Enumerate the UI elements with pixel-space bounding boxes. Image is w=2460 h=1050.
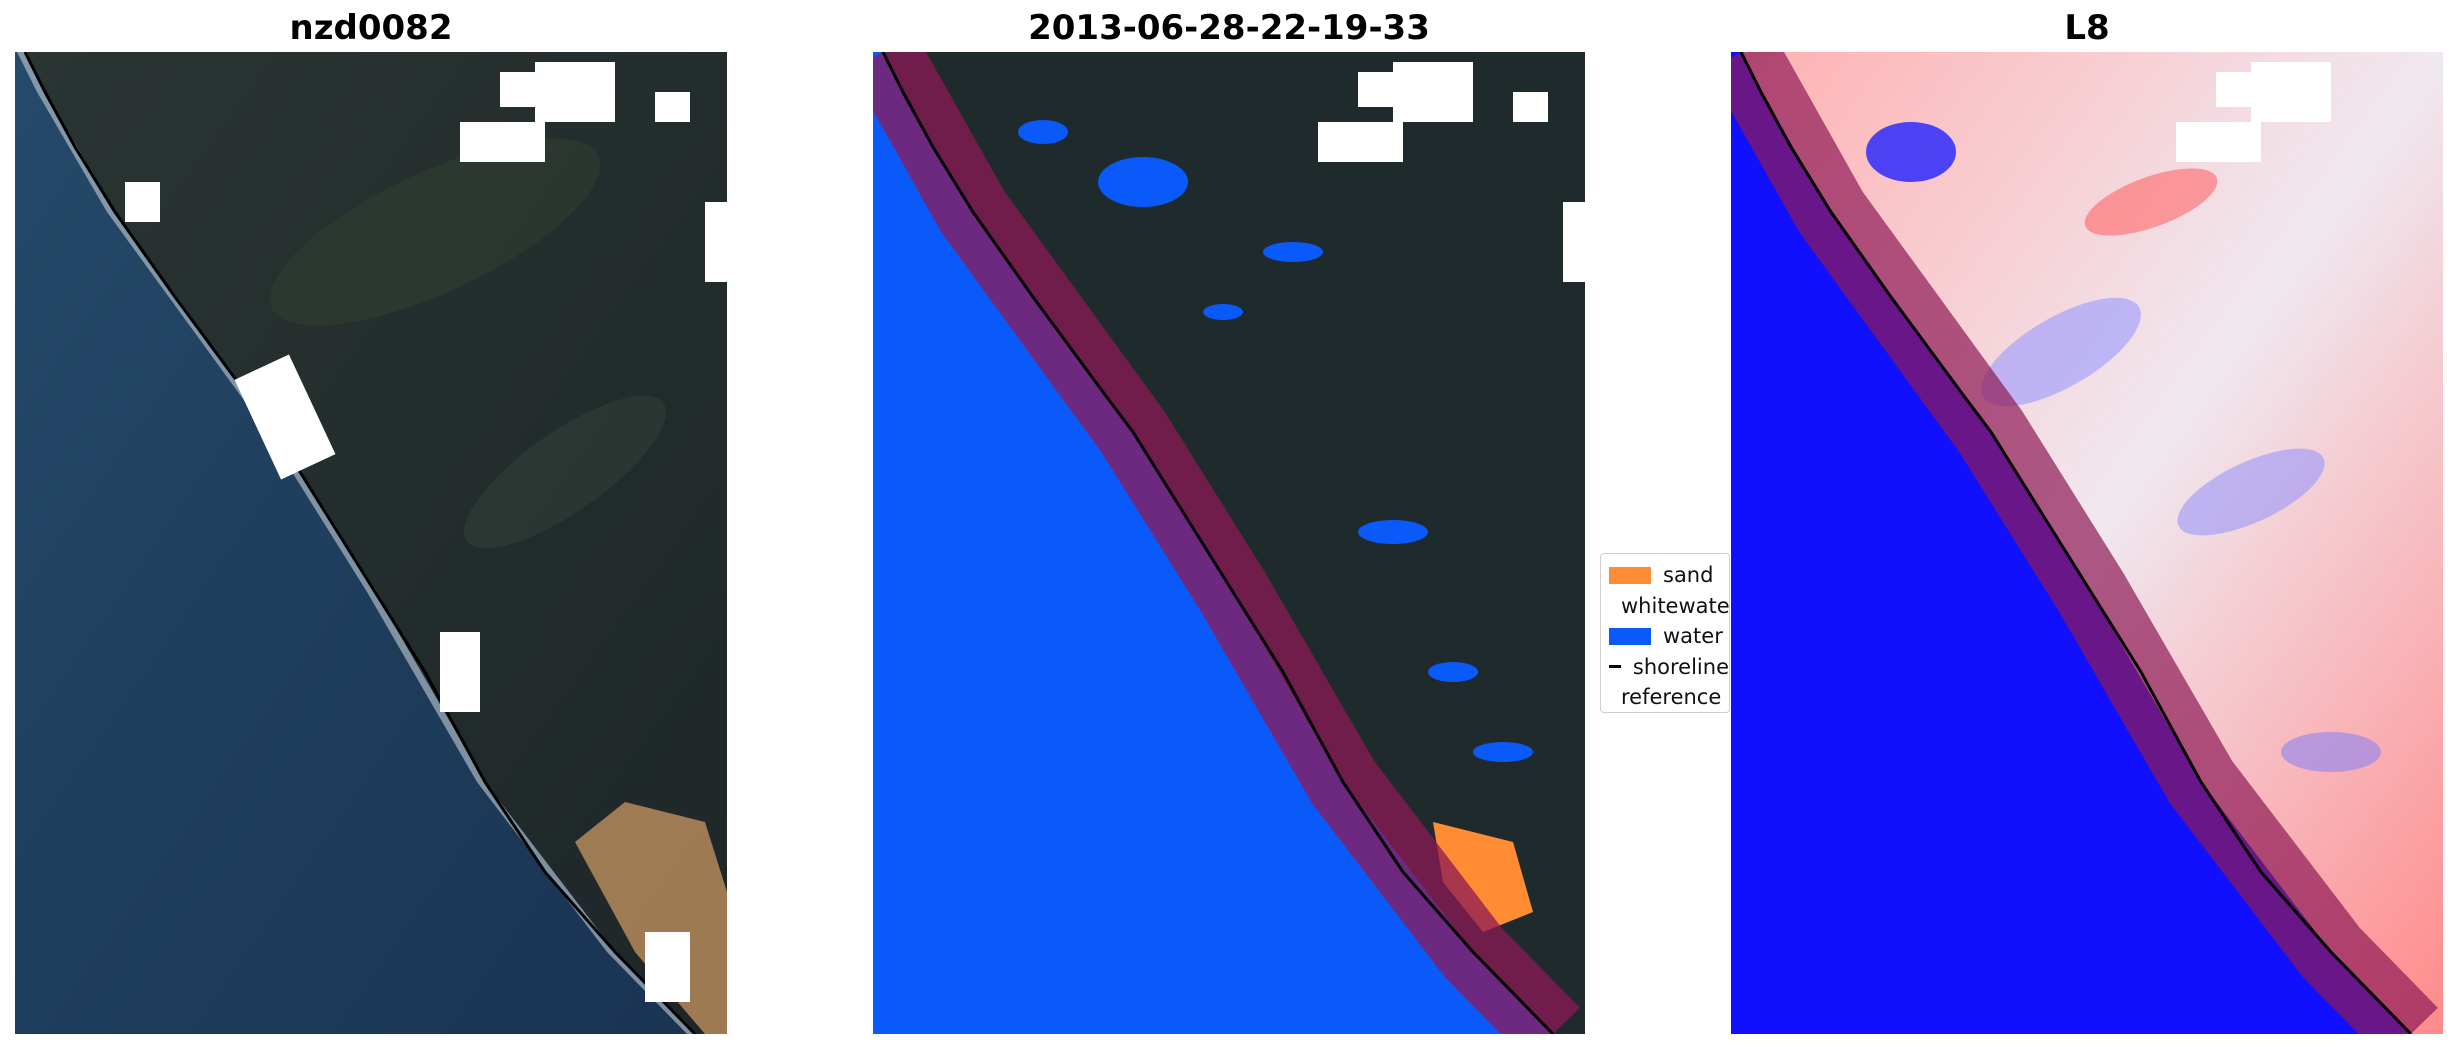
legend-label: whitewater [1621,593,1730,618]
water-index-image [1731,52,2443,1034]
legend-item-water: water [1601,621,1729,652]
legend-label: water [1663,624,1723,649]
shoreline-line-swatch [1609,665,1621,669]
panel-title-index: L8 [2064,8,2110,48]
legend-label: shoreline [1632,654,1729,679]
sand-swatch [1609,566,1651,584]
legend: sand whitewater water shoreline referenc… [1600,553,1730,713]
legend-item-whitewater: whitewater [1601,591,1729,622]
legend-label: sand [1663,563,1714,588]
legend-label: reference shoreline buffer [1621,685,1729,710]
water-swatch [1609,627,1651,645]
legend-item-reference: reference shoreline buffer [1601,682,1729,712]
classified-image [873,52,1585,1034]
satellite-rgb-image [15,52,727,1034]
panel-title-classified: 2013-06-28-22-19-33 [1028,8,1430,48]
legend-item-sand: sand [1601,560,1729,591]
panel-title-rgb: nzd0082 [289,8,453,48]
legend-item-shoreline: shoreline [1601,652,1729,683]
